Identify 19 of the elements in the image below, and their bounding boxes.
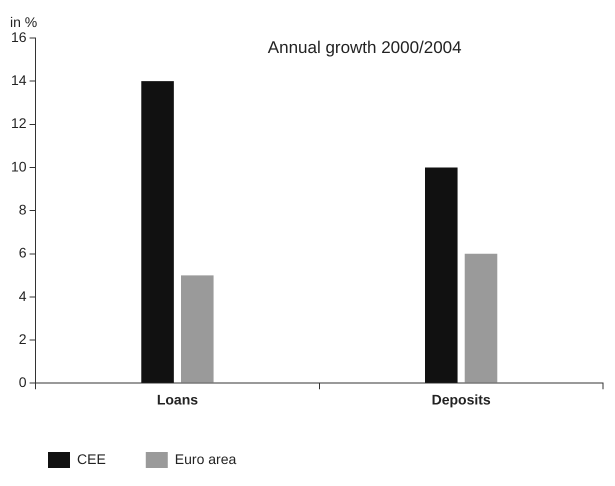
legend-label: CEE bbox=[77, 450, 106, 467]
bar bbox=[425, 167, 458, 383]
legend-label: Euro area bbox=[174, 450, 236, 467]
y-tick-label: 8 bbox=[18, 201, 27, 218]
bar bbox=[181, 275, 214, 383]
y-tick-label: 0 bbox=[18, 374, 27, 390]
y-tick-label: 12 bbox=[10, 115, 27, 132]
y-tick-label: 14 bbox=[10, 72, 27, 88]
y-tick-label: 6 bbox=[18, 244, 27, 261]
bar bbox=[464, 254, 498, 383]
y-axis-title: in % bbox=[10, 14, 38, 30]
y-tick-label: 2 bbox=[18, 330, 27, 347]
chart-title: Annual growth 2000/2004 bbox=[268, 38, 462, 58]
y-tick-label: 16 bbox=[10, 28, 27, 45]
bar bbox=[141, 81, 174, 383]
x-tick-label: Deposits bbox=[432, 391, 491, 408]
x-tick-label: Loans bbox=[156, 391, 198, 408]
y-tick-label: 4 bbox=[18, 288, 27, 304]
y-tick-label: 10 bbox=[10, 158, 27, 174]
